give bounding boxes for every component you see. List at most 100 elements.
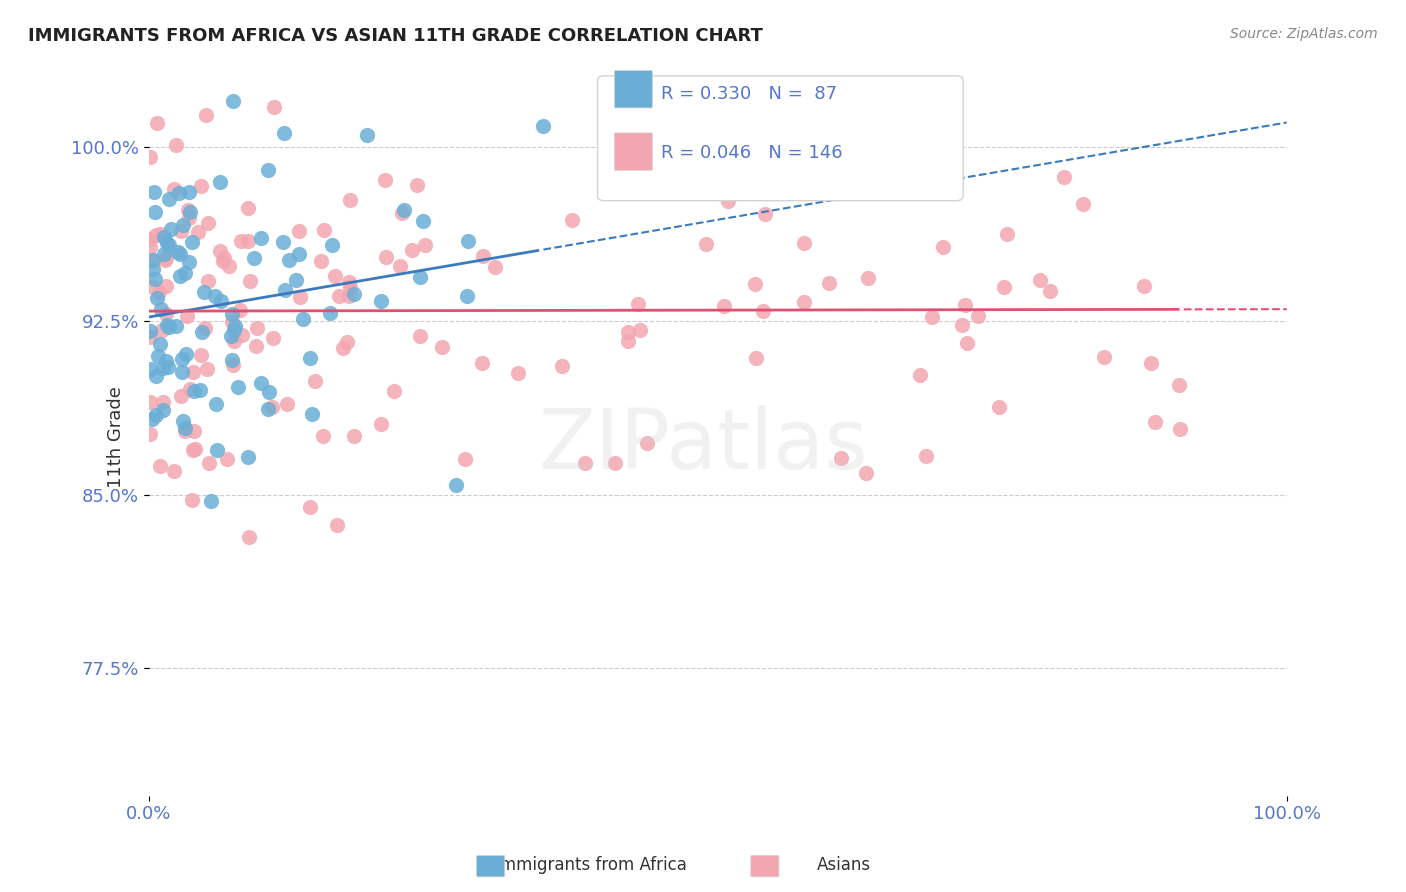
Point bbox=[910, 368, 932, 383]
Point bbox=[932, 239, 955, 253]
Point bbox=[257, 384, 280, 399]
Point bbox=[236, 202, 259, 216]
Point bbox=[139, 149, 162, 163]
Point bbox=[456, 289, 478, 303]
Text: R = 0.046   N = 146: R = 0.046 N = 146 bbox=[661, 145, 842, 162]
Point bbox=[238, 234, 260, 248]
Point bbox=[143, 185, 166, 199]
Point bbox=[506, 366, 529, 380]
Point bbox=[231, 328, 253, 343]
Point bbox=[484, 260, 506, 274]
Point bbox=[153, 247, 176, 261]
Point bbox=[184, 442, 207, 457]
Point bbox=[830, 450, 852, 465]
Point bbox=[139, 232, 162, 246]
Point bbox=[616, 325, 638, 339]
Point bbox=[430, 340, 453, 354]
Point bbox=[250, 376, 273, 391]
Point bbox=[593, 143, 616, 157]
Point bbox=[155, 279, 177, 293]
Point bbox=[165, 138, 187, 153]
Point bbox=[152, 323, 174, 337]
Point bbox=[149, 336, 172, 351]
Point bbox=[950, 318, 973, 332]
Point bbox=[169, 224, 191, 238]
Point bbox=[406, 178, 429, 193]
Point bbox=[153, 252, 176, 267]
Point bbox=[471, 356, 494, 370]
Point bbox=[169, 269, 191, 284]
Point bbox=[1039, 285, 1062, 299]
Point bbox=[183, 384, 205, 398]
Point bbox=[155, 307, 177, 321]
Point bbox=[914, 450, 936, 464]
Point bbox=[301, 407, 323, 421]
Point bbox=[374, 250, 396, 264]
Point bbox=[955, 297, 977, 311]
Point bbox=[141, 411, 163, 425]
Point bbox=[149, 458, 172, 473]
Point bbox=[209, 244, 232, 259]
Point bbox=[194, 320, 217, 334]
Point bbox=[149, 301, 172, 316]
Point bbox=[389, 259, 412, 273]
Point bbox=[561, 213, 583, 227]
Point bbox=[157, 238, 180, 252]
Point bbox=[197, 216, 219, 230]
Point bbox=[218, 259, 240, 273]
Point bbox=[221, 307, 243, 321]
Point bbox=[370, 417, 392, 431]
Point bbox=[142, 261, 165, 276]
Point bbox=[139, 361, 162, 376]
Point bbox=[173, 421, 195, 435]
Point bbox=[412, 214, 434, 228]
Point bbox=[166, 244, 188, 259]
Point bbox=[155, 354, 177, 368]
Point bbox=[326, 518, 349, 533]
Point bbox=[245, 321, 267, 335]
Point bbox=[309, 253, 332, 268]
Point bbox=[139, 240, 162, 254]
Point bbox=[139, 395, 162, 409]
Point bbox=[190, 383, 212, 397]
Point bbox=[224, 318, 246, 333]
Point bbox=[177, 202, 200, 217]
Text: IMMIGRANTS FROM AFRICA VS ASIAN 11TH GRADE CORRELATION CHART: IMMIGRANTS FROM AFRICA VS ASIAN 11TH GRA… bbox=[28, 27, 763, 45]
Point bbox=[855, 467, 877, 481]
Point bbox=[200, 493, 222, 508]
Point bbox=[165, 318, 187, 333]
Point bbox=[181, 493, 204, 508]
Point bbox=[198, 456, 221, 470]
Point bbox=[139, 330, 162, 344]
Point bbox=[627, 296, 650, 310]
Point bbox=[190, 179, 212, 194]
Point bbox=[145, 368, 167, 383]
Point bbox=[146, 291, 169, 305]
Point bbox=[744, 277, 766, 292]
Point bbox=[454, 451, 477, 466]
Point bbox=[1140, 356, 1163, 370]
Point bbox=[274, 284, 297, 298]
Point bbox=[142, 252, 165, 267]
Point bbox=[1092, 350, 1115, 364]
Point bbox=[156, 235, 179, 250]
Point bbox=[180, 235, 202, 249]
Point bbox=[1053, 170, 1076, 185]
Point bbox=[394, 202, 416, 217]
Point bbox=[174, 347, 197, 361]
Point bbox=[226, 380, 249, 394]
Point bbox=[155, 251, 177, 265]
Point bbox=[172, 218, 194, 232]
Point bbox=[263, 100, 285, 114]
Point bbox=[1167, 377, 1189, 392]
Point bbox=[955, 336, 977, 351]
Point bbox=[173, 266, 195, 280]
Point bbox=[236, 450, 259, 465]
Point bbox=[170, 389, 193, 403]
Point bbox=[179, 205, 201, 219]
Point bbox=[332, 342, 354, 356]
Point bbox=[141, 253, 163, 268]
Point bbox=[187, 225, 209, 239]
Point bbox=[221, 315, 243, 329]
Point bbox=[169, 247, 191, 261]
